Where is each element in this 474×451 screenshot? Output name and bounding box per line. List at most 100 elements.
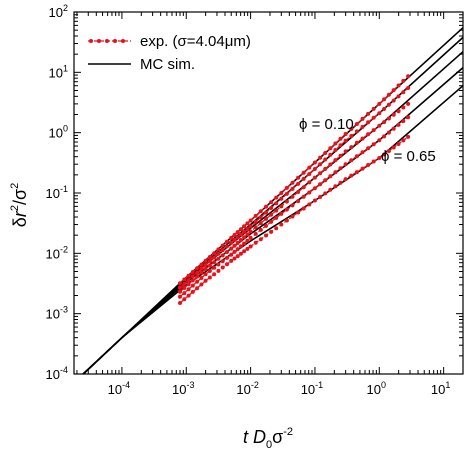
exp-point [307, 202, 312, 207]
exp-point [354, 154, 359, 159]
legend-exp-label: exp. (σ=4.04μm) [140, 33, 251, 50]
exp-point [232, 249, 237, 254]
exp-point [182, 297, 187, 302]
exp-point [253, 231, 258, 236]
exp-point [284, 207, 289, 212]
exp-point [333, 184, 338, 189]
x-tick-label-exp: -2 [251, 380, 259, 390]
exp-point [242, 229, 247, 234]
exp-point [186, 278, 191, 283]
exp-point [354, 129, 359, 134]
exp-point [366, 111, 371, 116]
exp-point [207, 259, 212, 264]
exp-point [195, 274, 200, 279]
x-tick-label-exp: -1 [315, 380, 323, 390]
exp-point [290, 214, 295, 219]
exp-point [386, 102, 391, 107]
y-axis-title-exp2: 2 [9, 183, 21, 189]
exp-point [216, 268, 221, 273]
exp-point [274, 195, 279, 200]
exp-point [371, 106, 376, 111]
exp-point [232, 243, 237, 248]
exp-point [338, 153, 343, 158]
y-tick-label-base: 10 [49, 126, 63, 141]
exp-point [323, 191, 328, 196]
exp-point [307, 165, 312, 170]
exp-point [333, 170, 338, 175]
exp-point [343, 162, 348, 167]
x-axis-title: t D0σ-2 [243, 426, 293, 451]
exp-point [406, 134, 411, 139]
exp-point [220, 265, 225, 270]
exp-point [178, 285, 182, 290]
exp-point [349, 158, 354, 163]
exp-point [366, 163, 371, 167]
exp-point [360, 136, 365, 141]
exp-point [307, 172, 312, 176]
legend-exp-swatch-dot [97, 39, 101, 43]
y-tick-label-exp: 2 [63, 3, 68, 13]
exp-point [396, 109, 401, 114]
exp-point [235, 247, 240, 252]
x-tick-label-base: 10 [301, 382, 315, 397]
exp-point [274, 215, 279, 220]
exp-point [229, 258, 234, 263]
exp-point [371, 128, 376, 133]
y-axis-title: δr2/σ2 [9, 183, 30, 227]
exp-point [338, 136, 343, 141]
legend-exp-swatch-dot [105, 39, 109, 43]
exp-point [225, 255, 229, 260]
exp-point [391, 98, 396, 103]
exp-point [328, 146, 333, 151]
exp-point [242, 249, 247, 254]
exp-point [382, 134, 387, 139]
exp-point [318, 155, 323, 160]
exp-point [371, 159, 376, 164]
y-tick-label: 100 [49, 124, 68, 141]
x-tick-label: 10-1 [301, 380, 323, 397]
x-axis-title-exp: -2 [283, 426, 293, 438]
exp-point [178, 301, 182, 305]
exp-point [274, 201, 279, 206]
exp-point [318, 171, 323, 176]
exp-point [323, 178, 328, 183]
exp-point [307, 180, 312, 185]
plot-frame [73, 11, 464, 375]
exp-point [248, 218, 253, 223]
exp-point [203, 278, 208, 283]
exp-point [220, 259, 225, 264]
exp-point [274, 208, 279, 213]
exp-point [220, 253, 225, 258]
exp-point [182, 281, 187, 286]
x-tick-label-exp: -3 [186, 380, 194, 390]
y-axis-title-exp1: 2 [9, 205, 21, 211]
exp-point [396, 142, 401, 146]
exp-point [186, 293, 191, 298]
x-axis-title-sub: 0 [266, 439, 272, 451]
exp-point [391, 126, 396, 131]
exp-point [216, 256, 221, 261]
exp-point [312, 198, 317, 203]
exp-point [360, 124, 365, 129]
exp-point [349, 127, 354, 131]
exp-point [225, 262, 229, 267]
exp-point [301, 206, 306, 211]
exp-point [199, 262, 204, 267]
exp-point [318, 182, 323, 187]
exp-point [216, 247, 221, 252]
exp-point [401, 105, 406, 110]
exp-point [296, 175, 301, 180]
exp-point [229, 240, 234, 245]
exp-point [190, 283, 195, 288]
y-tick-label: 10-2 [46, 244, 68, 261]
exp-point [274, 226, 279, 231]
x-tick-label-exp: 1 [445, 380, 450, 390]
exp-point [212, 260, 217, 265]
exp-point [195, 266, 200, 271]
exp-point [245, 227, 250, 232]
exp-point [401, 119, 406, 124]
exp-point [195, 279, 200, 284]
exp-point [406, 115, 411, 120]
exp-point [349, 134, 354, 138]
exp-point [391, 145, 396, 150]
